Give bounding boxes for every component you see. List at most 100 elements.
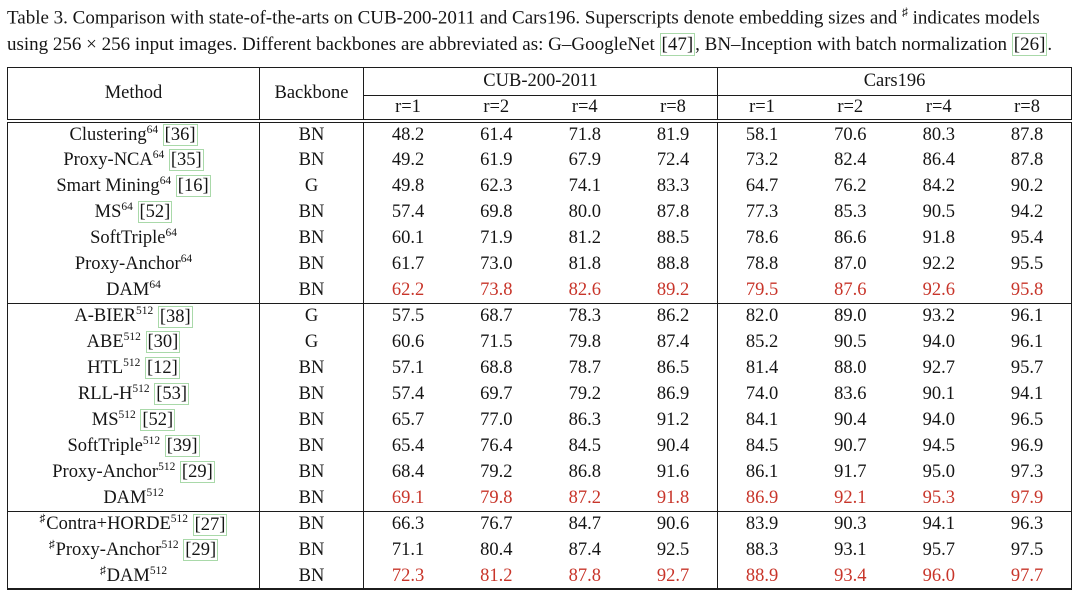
recall-value-cell: 87.6 <box>834 279 867 300</box>
recall-value-cell: 65.4 <box>363 433 452 460</box>
table-caption: Table 3. Comparison with state-of-the-ar… <box>7 6 1053 56</box>
recall-value-cell: 76.2 <box>834 176 867 197</box>
method-cell: SoftTriple64 <box>90 227 177 249</box>
recall-value-cell: 78.6 <box>717 225 806 252</box>
recall-value-cell: 71.9 <box>480 228 513 249</box>
recall-value-cell: 57.4 <box>363 199 452 226</box>
recall-value-cell: 95.4 <box>1010 228 1044 249</box>
citation-link[interactable]: [52] <box>140 409 176 432</box>
recall-value-cell: 87.8 <box>656 202 690 223</box>
table-row: SoftTriple512 [39] BN 65.4 76.4 84.5 90.4 84.5… <box>8 433 1072 460</box>
col-header-method: Method <box>7 67 260 124</box>
recall-value-cell: 57.5 <box>363 302 452 330</box>
method-cell: Proxy-Anchor512 [29] <box>52 461 215 484</box>
recall-value-cell: 84.5 <box>568 436 601 457</box>
table-row: SoftTriple64 BN 60.1 71.9 81.2 88.5 78.6 86.6 91… <box>8 225 1072 252</box>
recall-value-cell: 94.0 <box>922 410 955 431</box>
backbone-cell: BN <box>259 407 364 434</box>
recall-value-cell: 86.2 <box>629 302 718 330</box>
recall-value-cell: 69.8 <box>480 202 513 223</box>
recall-value-cell: 49.8 <box>363 173 452 200</box>
table-row: MS512 [52] BN 65.7 77.0 86.3 91.2 84.1 90.4 94.0… <box>8 407 1072 434</box>
recall-value-cell: 88.3 <box>717 537 806 564</box>
recall-value-cell: 62.3 <box>480 176 513 197</box>
method-cell: DAM512 <box>103 486 164 508</box>
recall-value-cell: 97.5 <box>1010 540 1044 561</box>
method-cell: RLL-H512 [53] <box>77 383 190 406</box>
recall-value-cell: 79.8 <box>568 332 601 353</box>
table-row: A-BIER512 [38] G 57.5 68.7 78.3 86.2 82.0 89.0 9… <box>7 302 1072 330</box>
embedding-size-superscript: 64 <box>180 253 193 266</box>
table-row: ♯Proxy-Anchor512 [29] BN 71.1 80.4 87.4 92.5 8… <box>8 537 1072 564</box>
method-cell: MS64 [52] <box>94 201 173 224</box>
citation-link[interactable]: [39] <box>164 435 200 458</box>
backbone-cell: BN <box>259 485 364 512</box>
table-header: Method Backbone CUB-200-2011 Cars196 r=1… <box>7 67 1072 124</box>
embedding-size-superscript: 64 <box>146 124 159 137</box>
recall-value-cell: 89.2 <box>656 279 690 300</box>
col-header-cub-200-2011: CUB-200-2011 <box>363 67 718 96</box>
method-cell: Smart Mining64 [16] <box>56 175 211 198</box>
citation-link[interactable]: [53] <box>154 383 190 406</box>
recall-value-cell: 74.1 <box>568 176 601 197</box>
citation-link[interactable]: [35] <box>168 149 204 172</box>
recall-value-cell: 97.7 <box>1010 565 1044 586</box>
recall-value-cell: 79.8 <box>480 487 513 508</box>
table-row: MS64 [52] BN 57.4 69.8 80.0 87.8 77.3 85.3 90.5 9… <box>8 199 1072 226</box>
recall-value-cell: 90.6 <box>629 510 718 538</box>
recall-value-cell: 95.7 <box>1010 358 1044 379</box>
method-cell: SoftTriple512 [39] <box>67 435 200 458</box>
col-header-backbone: Backbone <box>259 67 364 124</box>
recall-value-cell: 87.8 <box>1010 125 1044 146</box>
recall-value-cell: 92.2 <box>922 254 955 275</box>
citation-link[interactable]: [29] <box>183 539 219 562</box>
recall-value-cell: 90.4 <box>834 410 867 431</box>
recall-value-cell: 92.7 <box>922 358 955 379</box>
table-row: Clustering64 [36] BN 48.2 61.4 71.8 81.9 58.1 7… <box>8 121 1072 148</box>
subheader-row: r=1 r=2 r=4 r=8 r=1 r=2 r=4 r=8 <box>8 95 1072 124</box>
col-header-recall: r=4 <box>540 95 629 124</box>
method-cell: DAM64 <box>106 278 161 300</box>
recall-value-cell: 86.9 <box>656 384 690 405</box>
recall-value-cell: 67.9 <box>568 150 601 171</box>
backbone-cell: G <box>259 173 364 200</box>
citation-link[interactable]: [29] <box>179 461 215 484</box>
col-header-recall: r=8 <box>629 95 718 124</box>
recall-value-cell: 71.1 <box>363 537 452 564</box>
citation-link[interactable]: [27] <box>192 513 228 536</box>
citation-link[interactable]: [36] <box>162 124 198 147</box>
recall-value-cell: 49.2 <box>363 147 452 174</box>
citation-link[interactable]: [26] <box>1011 32 1048 56</box>
recall-value-cell: 87.8 <box>1010 150 1044 171</box>
recall-value-cell: 81.2 <box>568 228 601 249</box>
citation-link[interactable]: [16] <box>175 175 211 198</box>
method-cell: Proxy-Anchor64 <box>74 253 193 275</box>
recall-value-cell: 77.3 <box>717 199 806 226</box>
recall-value-cell: 71.8 <box>568 125 601 146</box>
citation-link[interactable]: [12] <box>144 357 180 380</box>
recall-value-cell: 70.6 <box>834 125 867 146</box>
recall-value-cell: 86.5 <box>656 358 690 379</box>
backbone-cell: BN <box>259 355 364 382</box>
col-header-recall: r=2 <box>452 95 541 124</box>
recall-value-cell: 82.0 <box>717 302 806 330</box>
citation-link[interactable]: [38] <box>157 305 193 328</box>
citation-link[interactable]: [52] <box>137 201 173 224</box>
recall-value-cell: 73.8 <box>480 279 513 300</box>
recall-value-cell: 68.7 <box>452 302 541 330</box>
recall-value-cell: 85.2 <box>717 329 806 356</box>
recall-value-cell: 88.9 <box>717 563 806 590</box>
recall-value-cell: 86.4 <box>922 150 955 171</box>
backbone-cell: BN <box>259 147 364 174</box>
method-group-2: A-BIER512 [38] G 57.5 68.7 78.3 86.2 82.0 89.0 9… <box>7 302 1072 512</box>
method-cell: A-BIER512 [38] <box>7 302 260 330</box>
embedding-size-superscript: 64 <box>149 278 161 291</box>
recall-value-cell: 58.1 <box>717 121 806 148</box>
recall-value-cell: 81.8 <box>568 254 601 275</box>
citation-link[interactable]: [47] <box>659 32 696 56</box>
citation-link[interactable]: [30] <box>145 331 181 354</box>
backbone-cell: G <box>259 302 364 330</box>
recall-value-cell: 79.2 <box>480 462 513 483</box>
recall-value-cell: 93.1 <box>834 540 867 561</box>
table-row: RLL-H512 [53] BN 57.4 69.7 79.2 86.9 74.0 83.6 9… <box>8 381 1072 408</box>
